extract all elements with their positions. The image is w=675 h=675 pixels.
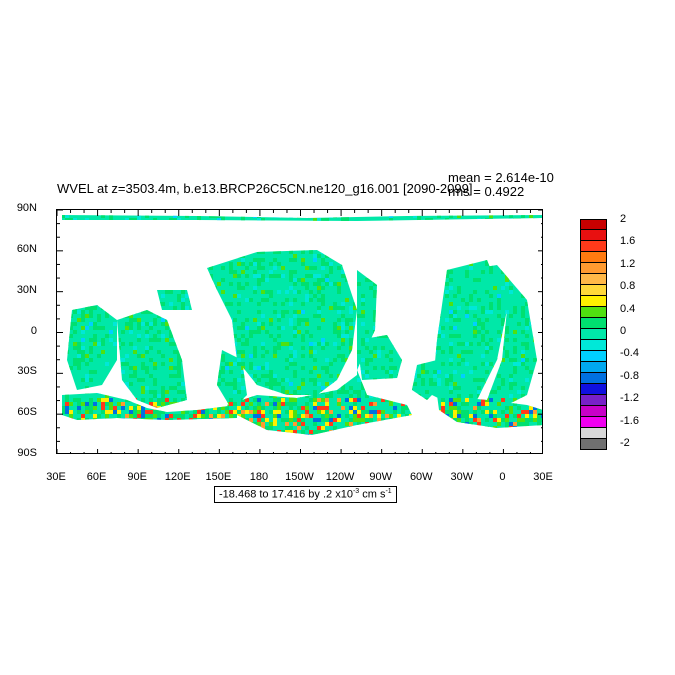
y-tick-label: 90S (17, 447, 37, 459)
x-tick-label: 90W (369, 471, 392, 483)
colorbar-segment (580, 274, 607, 285)
x-tick-label: 30E (533, 471, 553, 483)
colorbar-segment (580, 252, 607, 263)
colorbar-segment (580, 351, 607, 362)
colorbar-segment (580, 285, 607, 296)
colorbar-segment (580, 373, 607, 384)
x-tick-label: 30W (450, 471, 474, 483)
units-exponent: -1 (385, 488, 392, 495)
y-tick-label: 60N (16, 242, 37, 255)
ocean-base-fill (62, 215, 542, 435)
x-tick-label: 60W (409, 471, 433, 483)
colorbar-segment (580, 428, 607, 439)
contour-units: cm s (359, 488, 386, 501)
colorbar-segment (580, 395, 607, 406)
colorbar (580, 219, 607, 450)
colorbar-segment (580, 362, 607, 373)
colorbar-segment (580, 318, 607, 329)
colorbar-label: 0.8 (620, 280, 636, 293)
x-tick-label: 180 (249, 471, 269, 483)
x-tick-label: 120E (164, 471, 191, 483)
colorbar-segment (580, 340, 607, 351)
map-plot (56, 209, 543, 454)
y-tick-label: 90N (16, 202, 37, 214)
rms-stat: rms = 0.4922 (448, 184, 525, 199)
colorbar-segment (580, 329, 607, 340)
contour-info-box: -18.468 to 17.416 by .2 x10-3 cm s-1 (214, 486, 397, 503)
colorbar-label: 0 (620, 325, 627, 337)
colorbar-segment (580, 439, 607, 450)
colorbar-segment (580, 263, 607, 274)
x-tick-label: 60E (86, 471, 107, 483)
colorbar-label: -1.2 (620, 392, 639, 405)
x-tick-label: 150W (285, 471, 314, 483)
x-tick-label: 150E (205, 471, 232, 483)
contour-range-text: -18.468 to 17.416 by .2 x10 (219, 488, 353, 501)
x-tick-label: 120W (325, 471, 355, 483)
colorbar-segment (580, 241, 607, 252)
y-tick-label: 30N (16, 283, 37, 296)
y-tick-label: 0 (30, 324, 37, 337)
colorbar-label: -1.6 (620, 414, 639, 427)
colorbar-label: 1.2 (620, 257, 636, 270)
y-tick-label: 30S (17, 365, 37, 378)
colorbar-segment (580, 307, 607, 318)
ocean-field-map (57, 210, 542, 453)
colorbar-segment (580, 417, 607, 428)
colorbar-label: -0.4 (620, 347, 639, 360)
colorbar-segment (580, 406, 607, 417)
colorbar-segment (580, 384, 607, 395)
colorbar-label: -0.8 (620, 369, 639, 382)
colorbar-label: 2 (620, 213, 627, 225)
chart-title: WVEL at z=3503.4m, b.e13.BRCP26C5CN.ne12… (57, 181, 473, 196)
colorbar-segment (580, 296, 607, 307)
mean-stat: mean = 2.614e-10 (448, 170, 554, 185)
colorbar-label: 0.4 (620, 302, 636, 315)
y-tick-label: 60S (17, 406, 37, 419)
x-tick-label: 0 (499, 471, 506, 483)
x-tick-label: 90E (127, 471, 147, 483)
colorbar-label: -2 (620, 437, 630, 449)
colorbar-segment (580, 219, 607, 230)
x-tick-label: 30E (46, 471, 66, 483)
contour-exponent: -3 (352, 488, 360, 495)
colorbar-segment (580, 230, 607, 241)
colorbar-label: 1.6 (620, 235, 636, 248)
